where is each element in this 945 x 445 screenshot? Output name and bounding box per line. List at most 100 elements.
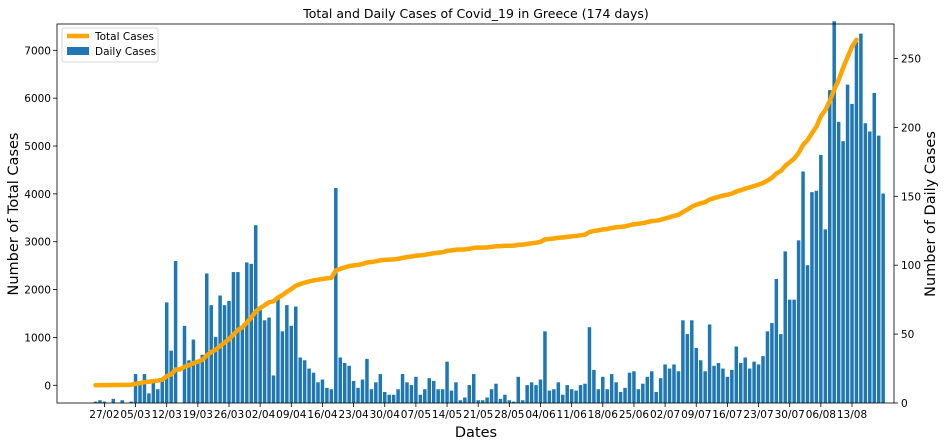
x-tick-label: 25/06 [619, 409, 650, 421]
daily-cases-bar [520, 400, 525, 403]
daily-cases-bar [716, 363, 721, 403]
daily-cases-bar [494, 383, 498, 403]
x-tick-label: 02/04 [245, 409, 276, 421]
daily-cases-bar [574, 390, 578, 403]
daily-cases-bar [538, 379, 543, 403]
daily-cases-bar [783, 251, 787, 403]
daily-cases-bar [111, 398, 116, 403]
daily-cases-bar [552, 389, 556, 403]
daily-cases-bar [814, 190, 819, 403]
daily-cases-bar [102, 401, 107, 403]
daily-cases-bar [249, 263, 253, 403]
x-tick-label: 16/07 [712, 409, 742, 421]
x-tick-label: 14/05 [432, 409, 462, 421]
daily-cases-bar [841, 141, 845, 403]
daily-cases-bar [196, 360, 200, 403]
daily-cases-bar [480, 400, 485, 403]
daily-cases-bar [383, 391, 387, 403]
daily-cases-bar [601, 376, 605, 403]
legend-daily-cases-swatch [67, 47, 89, 55]
daily-cases-bar [227, 301, 231, 403]
x-tick-label: 18/06 [588, 409, 619, 421]
daily-cases-bar [565, 385, 569, 403]
legend-daily-cases-label: Daily Cases [95, 46, 156, 58]
daily-cases-bar [828, 90, 832, 404]
daily-cases-bar [409, 385, 414, 403]
daily-cases-bar [569, 389, 574, 403]
daily-cases-bar [792, 299, 796, 403]
left-y-tick-label: 2000 [24, 285, 51, 297]
right-y-axis: 0 50 100 150 200 250 [894, 53, 921, 410]
x-tick-label: 13/08 [837, 409, 867, 421]
daily-cases-bar [810, 192, 814, 403]
daily-cases-bar [387, 394, 391, 403]
daily-cases-bar [636, 389, 641, 403]
daily-cases-bar [342, 363, 347, 403]
x-tick-label: 26/03 [214, 409, 244, 421]
daily-cases-bar [147, 393, 151, 403]
daily-cases-bar [267, 317, 271, 403]
daily-cases-bar [458, 400, 463, 403]
daily-cases-bar [320, 379, 325, 403]
daily-cases-bar [365, 358, 369, 403]
daily-cases-bar [752, 361, 756, 403]
daily-cases-bar [623, 387, 627, 403]
daily-cases-bar [578, 385, 583, 403]
daily-cases-bar [329, 389, 334, 403]
daily-cases-bar [774, 278, 779, 403]
daily-cases-bar [770, 323, 774, 403]
right-y-tick-label: 150 [901, 191, 921, 203]
daily-cases-bar [863, 123, 868, 403]
left-y-tick-label: 1000 [24, 332, 51, 344]
daily-cases-bar [347, 365, 351, 403]
daily-cases-bar [187, 360, 191, 403]
daily-cases-bar [654, 391, 658, 403]
daily-cases-bar [360, 379, 365, 403]
right-y-tick-label: 250 [901, 53, 921, 65]
daily-cases-bar [93, 401, 98, 403]
daily-cases-bar [191, 339, 196, 403]
daily-cases-bar [765, 331, 770, 403]
plot-frame [56, 23, 895, 404]
daily-cases-bar [672, 364, 676, 403]
daily-cases-bar [627, 372, 632, 403]
daily-cases-bar [543, 331, 547, 403]
daily-cases-bar [271, 375, 276, 403]
x-tick-label: 28/05 [494, 409, 524, 421]
x-tick-label: 06/08 [806, 409, 836, 421]
daily-cases-bar [222, 305, 227, 403]
daily-cases-bar [859, 33, 863, 404]
daily-cases-bar [138, 383, 142, 403]
daily-cases-bar [743, 357, 747, 403]
daily-cases-bar [298, 357, 302, 403]
chart-title: Total and Daily Cases of Covid_19 in Gre… [302, 6, 649, 21]
total-cases-series-line [93, 37, 859, 388]
daily-cases-bar [169, 350, 173, 403]
daily-cases-bar [667, 368, 672, 403]
daily-cases-bar [164, 302, 169, 403]
right-y-tick-label: 200 [901, 122, 921, 134]
x-tick-label: 09/07 [681, 409, 711, 421]
daily-cases-bar [854, 41, 859, 404]
daily-cases-bar [142, 374, 147, 403]
daily-cases-bar [240, 325, 245, 403]
daily-cases-bar [730, 369, 734, 403]
left-y-tick-label: 7000 [24, 45, 51, 57]
daily-cases-bar [658, 378, 663, 403]
daily-cases-bar [650, 371, 654, 403]
left-y-tick-label: 5000 [24, 141, 51, 153]
x-tick-label: 19/03 [183, 409, 213, 421]
daily-cases-bar [596, 389, 601, 403]
daily-cases-bar [325, 387, 329, 403]
daily-cases-bar [832, 21, 836, 404]
daily-cases-bar [369, 389, 374, 403]
daily-cases-bar [418, 394, 423, 403]
daily-cases-bar [236, 272, 240, 403]
daily-cases-bar [712, 365, 716, 403]
daily-cases-bar [645, 376, 650, 403]
daily-cases-bar [498, 398, 503, 403]
x-axis: 27/02 05/03 12/03 19/03 26/03 02/04 09/04 16/04… [89, 403, 867, 421]
daily-cases-bar [436, 389, 440, 403]
daily-cases-bar [796, 240, 801, 403]
daily-cases-bar [405, 382, 409, 403]
